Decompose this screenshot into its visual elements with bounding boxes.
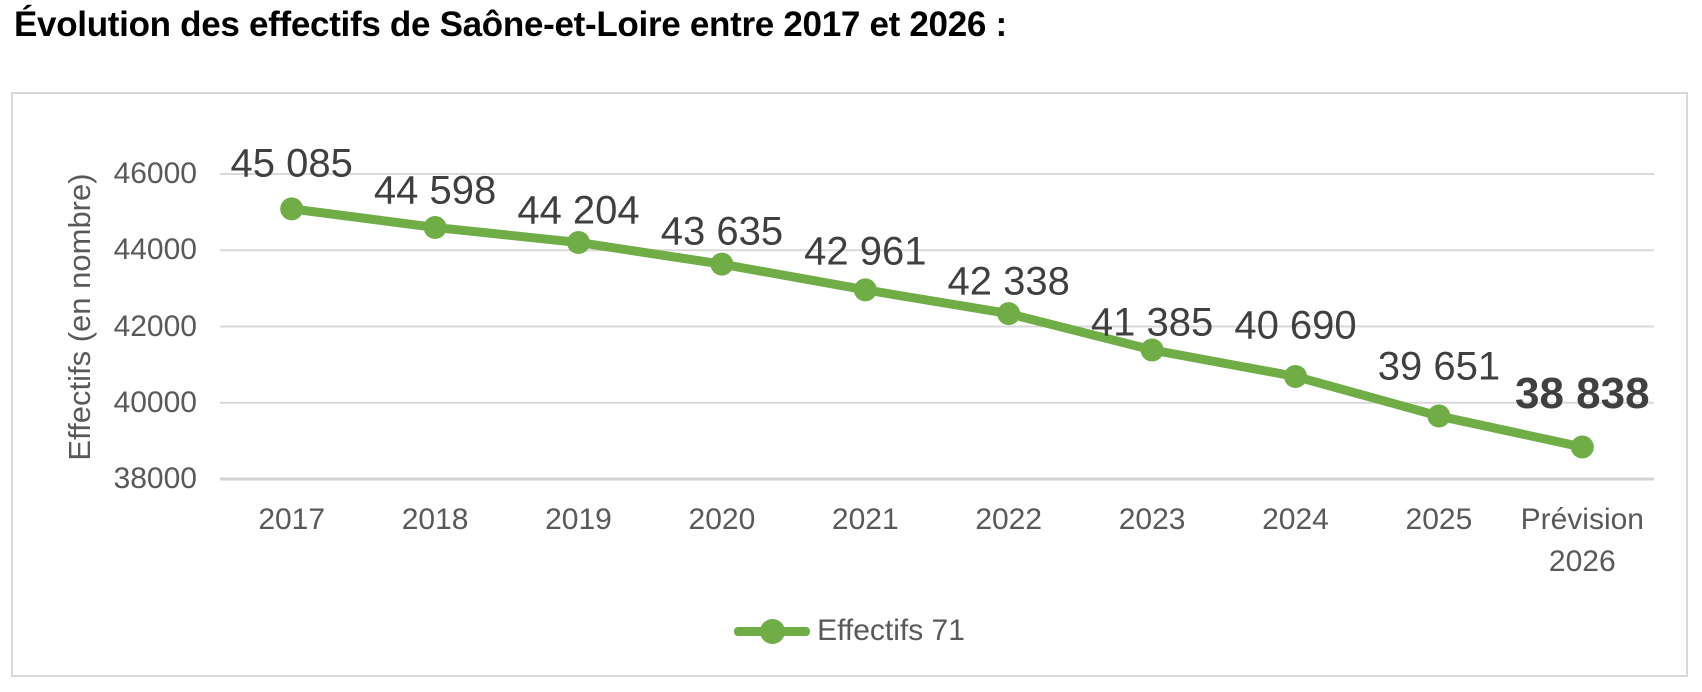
data-point-marker bbox=[710, 252, 734, 276]
data-point-marker bbox=[1427, 404, 1451, 428]
y-tick-label: 40000 bbox=[113, 385, 197, 419]
data-point-marker bbox=[1570, 435, 1594, 459]
data-label: 42 338 bbox=[947, 259, 1070, 304]
legend-line-marker-icon bbox=[734, 618, 811, 644]
x-tick-label: 2025 bbox=[1405, 503, 1473, 536]
chart-legend: Effectifs 71 bbox=[13, 610, 1686, 652]
y-tick-label: 44000 bbox=[113, 233, 197, 267]
data-label: 45 085 bbox=[230, 141, 353, 186]
data-point-marker bbox=[997, 302, 1021, 326]
chart-frame: Effectifs (en nombre) 38000 40000 42000 440… bbox=[11, 92, 1688, 677]
x-tick-label: 2020 bbox=[688, 503, 756, 536]
data-label: 44 204 bbox=[517, 188, 640, 233]
x-tick-label: 2021 bbox=[831, 503, 899, 536]
x-tick-label: Prévision 2026 bbox=[1520, 503, 1644, 578]
data-label: 44 598 bbox=[373, 168, 497, 213]
x-tick-label: 2023 bbox=[1118, 503, 1186, 536]
x-tick-label: 2022 bbox=[975, 503, 1043, 536]
data-point-marker bbox=[280, 197, 304, 221]
y-tick-label: 46000 bbox=[113, 157, 197, 190]
legend-series-label: Effectifs 71 bbox=[817, 614, 965, 647]
data-point-marker bbox=[423, 215, 447, 239]
series-line bbox=[287, 204, 1587, 452]
page-title: Évolution des effectifs de Saône-et-Loir… bbox=[14, 5, 1007, 44]
y-tick-label: 38000 bbox=[113, 462, 197, 495]
x-tick-label: 2018 bbox=[401, 503, 469, 536]
legend-dot bbox=[760, 618, 786, 644]
data-label: 40 690 bbox=[1234, 303, 1357, 348]
data-label: 42 961 bbox=[804, 229, 927, 274]
x-tick-label: 2024 bbox=[1262, 503, 1329, 536]
data-label: 43 635 bbox=[660, 209, 784, 254]
x-tick-label: 2019 bbox=[545, 503, 612, 536]
data-point-marker bbox=[853, 278, 877, 302]
chart-canvas bbox=[220, 173, 1654, 481]
y-tick-label: 42000 bbox=[113, 309, 197, 343]
data-point-marker bbox=[1284, 364, 1307, 388]
data-label: 38 838 bbox=[1515, 369, 1650, 419]
data-point-marker bbox=[567, 230, 590, 254]
data-point-marker bbox=[1140, 338, 1164, 362]
data-label: 39 651 bbox=[1377, 344, 1501, 389]
data-label: 41 385 bbox=[1090, 300, 1214, 345]
x-tick-label: 2017 bbox=[258, 503, 326, 536]
